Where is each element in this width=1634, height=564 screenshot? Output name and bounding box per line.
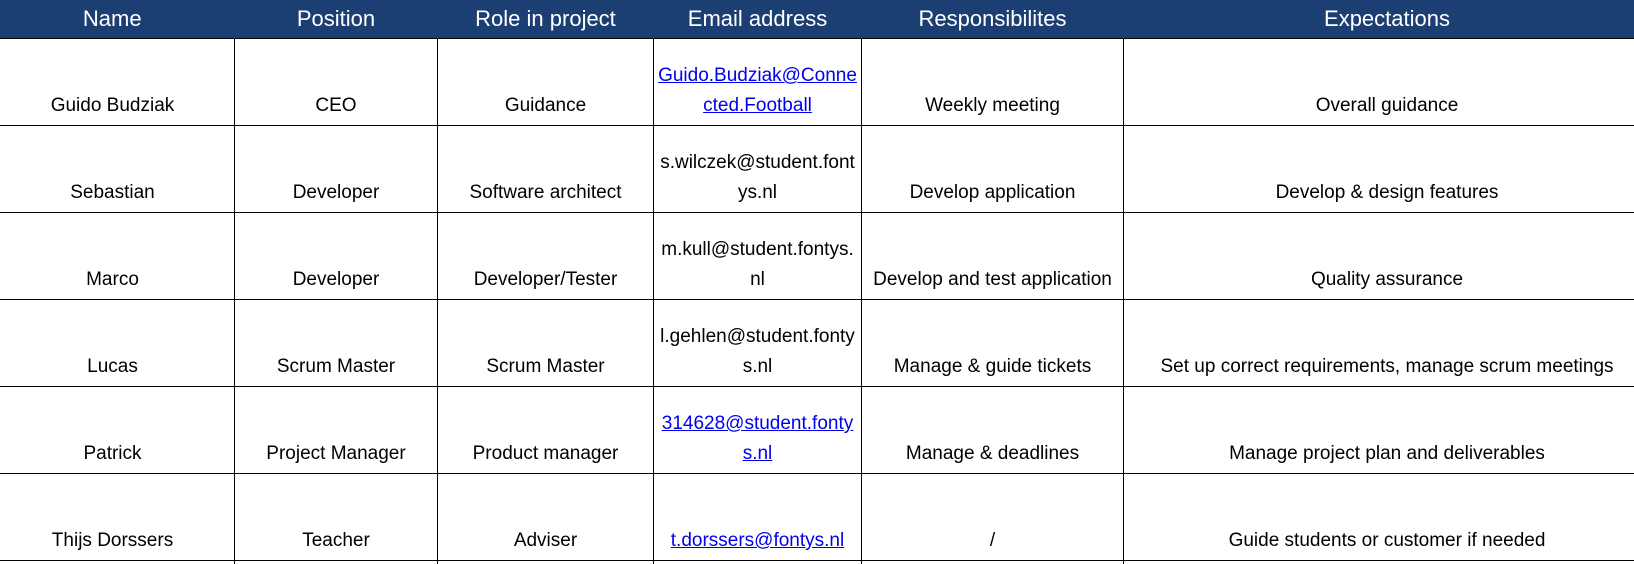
cell-role[interactable]: Guidance xyxy=(437,38,654,126)
cell-position[interactable]: Developer xyxy=(234,212,438,300)
table-row: Marco Developer Developer/Tester m.kull@… xyxy=(0,212,1634,300)
header-responsibilities[interactable]: Responsibilites xyxy=(861,0,1124,39)
header-row: Name Position Role in project Email addr… xyxy=(0,0,1634,39)
header-role[interactable]: Role in project xyxy=(437,0,654,39)
table-row: Lucas Scrum Master Scrum Master l.gehlen… xyxy=(0,299,1634,387)
cell-position[interactable]: Scrum Master xyxy=(234,299,438,387)
cell-name[interactable]: Sebastian xyxy=(0,125,235,213)
cell-expectations[interactable]: Develop & design features xyxy=(1123,125,1634,213)
header-position[interactable]: Position xyxy=(234,0,438,39)
email-link[interactable]: 314628@student.fontys.nl xyxy=(661,413,854,464)
cell-name[interactable]: Thijs Dorssers xyxy=(0,473,235,561)
cell-name[interactable]: Patrick xyxy=(0,386,235,474)
cell-expectations[interactable]: Overall guidance xyxy=(1123,38,1634,126)
cell-expectations[interactable]: Set up correct requirements, manage scru… xyxy=(1123,299,1634,387)
cell-role[interactable]: Adviser xyxy=(437,473,654,561)
cell-email[interactable]: m.kull@student.fontys.nl xyxy=(653,212,862,300)
cell-name[interactable]: Guido Budziak xyxy=(0,38,235,126)
email-link[interactable]: t.dorssers@fontys.nl xyxy=(670,530,845,551)
cell-responsibilities[interactable]: Develop and test application xyxy=(861,212,1124,300)
table-row: Patrick Project Manager Product manager … xyxy=(0,386,1634,474)
cell-expectations[interactable]: Quality assurance xyxy=(1123,212,1634,300)
cell-responsibilities[interactable]: Develop application xyxy=(861,125,1124,213)
empty-cell[interactable] xyxy=(861,560,1124,564)
cell-responsibilities[interactable]: Manage & guide tickets xyxy=(861,299,1124,387)
table-row: Thijs Dorssers Teacher Adviser t.dorsser… xyxy=(0,473,1634,561)
cell-name[interactable]: Lucas xyxy=(0,299,235,387)
empty-cell[interactable] xyxy=(0,560,235,564)
cell-position[interactable]: Project Manager xyxy=(234,386,438,474)
cell-role[interactable]: Scrum Master xyxy=(437,299,654,387)
header-expectations[interactable]: Expectations xyxy=(1123,0,1634,39)
cell-role[interactable]: Product manager xyxy=(437,386,654,474)
cell-responsibilities[interactable]: Weekly meeting xyxy=(861,38,1124,126)
cell-role[interactable]: Developer/Tester xyxy=(437,212,654,300)
header-email[interactable]: Email address xyxy=(653,0,862,39)
cell-email[interactable]: s.wilczek@student.fontys.nl xyxy=(653,125,862,213)
cell-expectations[interactable]: Manage project plan and deliverables xyxy=(1123,386,1634,474)
table-row: Sebastian Developer Software architect s… xyxy=(0,125,1634,213)
cell-position[interactable]: Developer xyxy=(234,125,438,213)
cell-name[interactable]: Marco xyxy=(0,212,235,300)
cell-email[interactable]: 314628@student.fontys.nl xyxy=(653,386,862,474)
cell-email[interactable]: Guido.Budziak@Connected.Football xyxy=(653,38,862,126)
cell-role[interactable]: Software architect xyxy=(437,125,654,213)
table-row: Guido Budziak CEO Guidance Guido.Budziak… xyxy=(0,38,1634,126)
cell-responsibilities[interactable]: Manage & deadlines xyxy=(861,386,1124,474)
cell-email[interactable]: l.gehlen@student.fontys.nl xyxy=(653,299,862,387)
empty-row xyxy=(0,560,1634,564)
cell-email[interactable]: t.dorssers@fontys.nl xyxy=(653,473,862,561)
cell-expectations[interactable]: Guide students or customer if needed xyxy=(1123,473,1634,561)
cell-position[interactable]: CEO xyxy=(234,38,438,126)
empty-cell[interactable] xyxy=(234,560,438,564)
email-link[interactable]: Guido.Budziak@Connected.Football xyxy=(658,65,857,116)
header-name[interactable]: Name xyxy=(0,0,235,39)
empty-cell[interactable] xyxy=(653,560,862,564)
empty-cell[interactable] xyxy=(1123,560,1634,564)
cell-responsibilities[interactable]: / xyxy=(861,473,1124,561)
cell-position[interactable]: Teacher xyxy=(234,473,438,561)
empty-cell[interactable] xyxy=(437,560,654,564)
